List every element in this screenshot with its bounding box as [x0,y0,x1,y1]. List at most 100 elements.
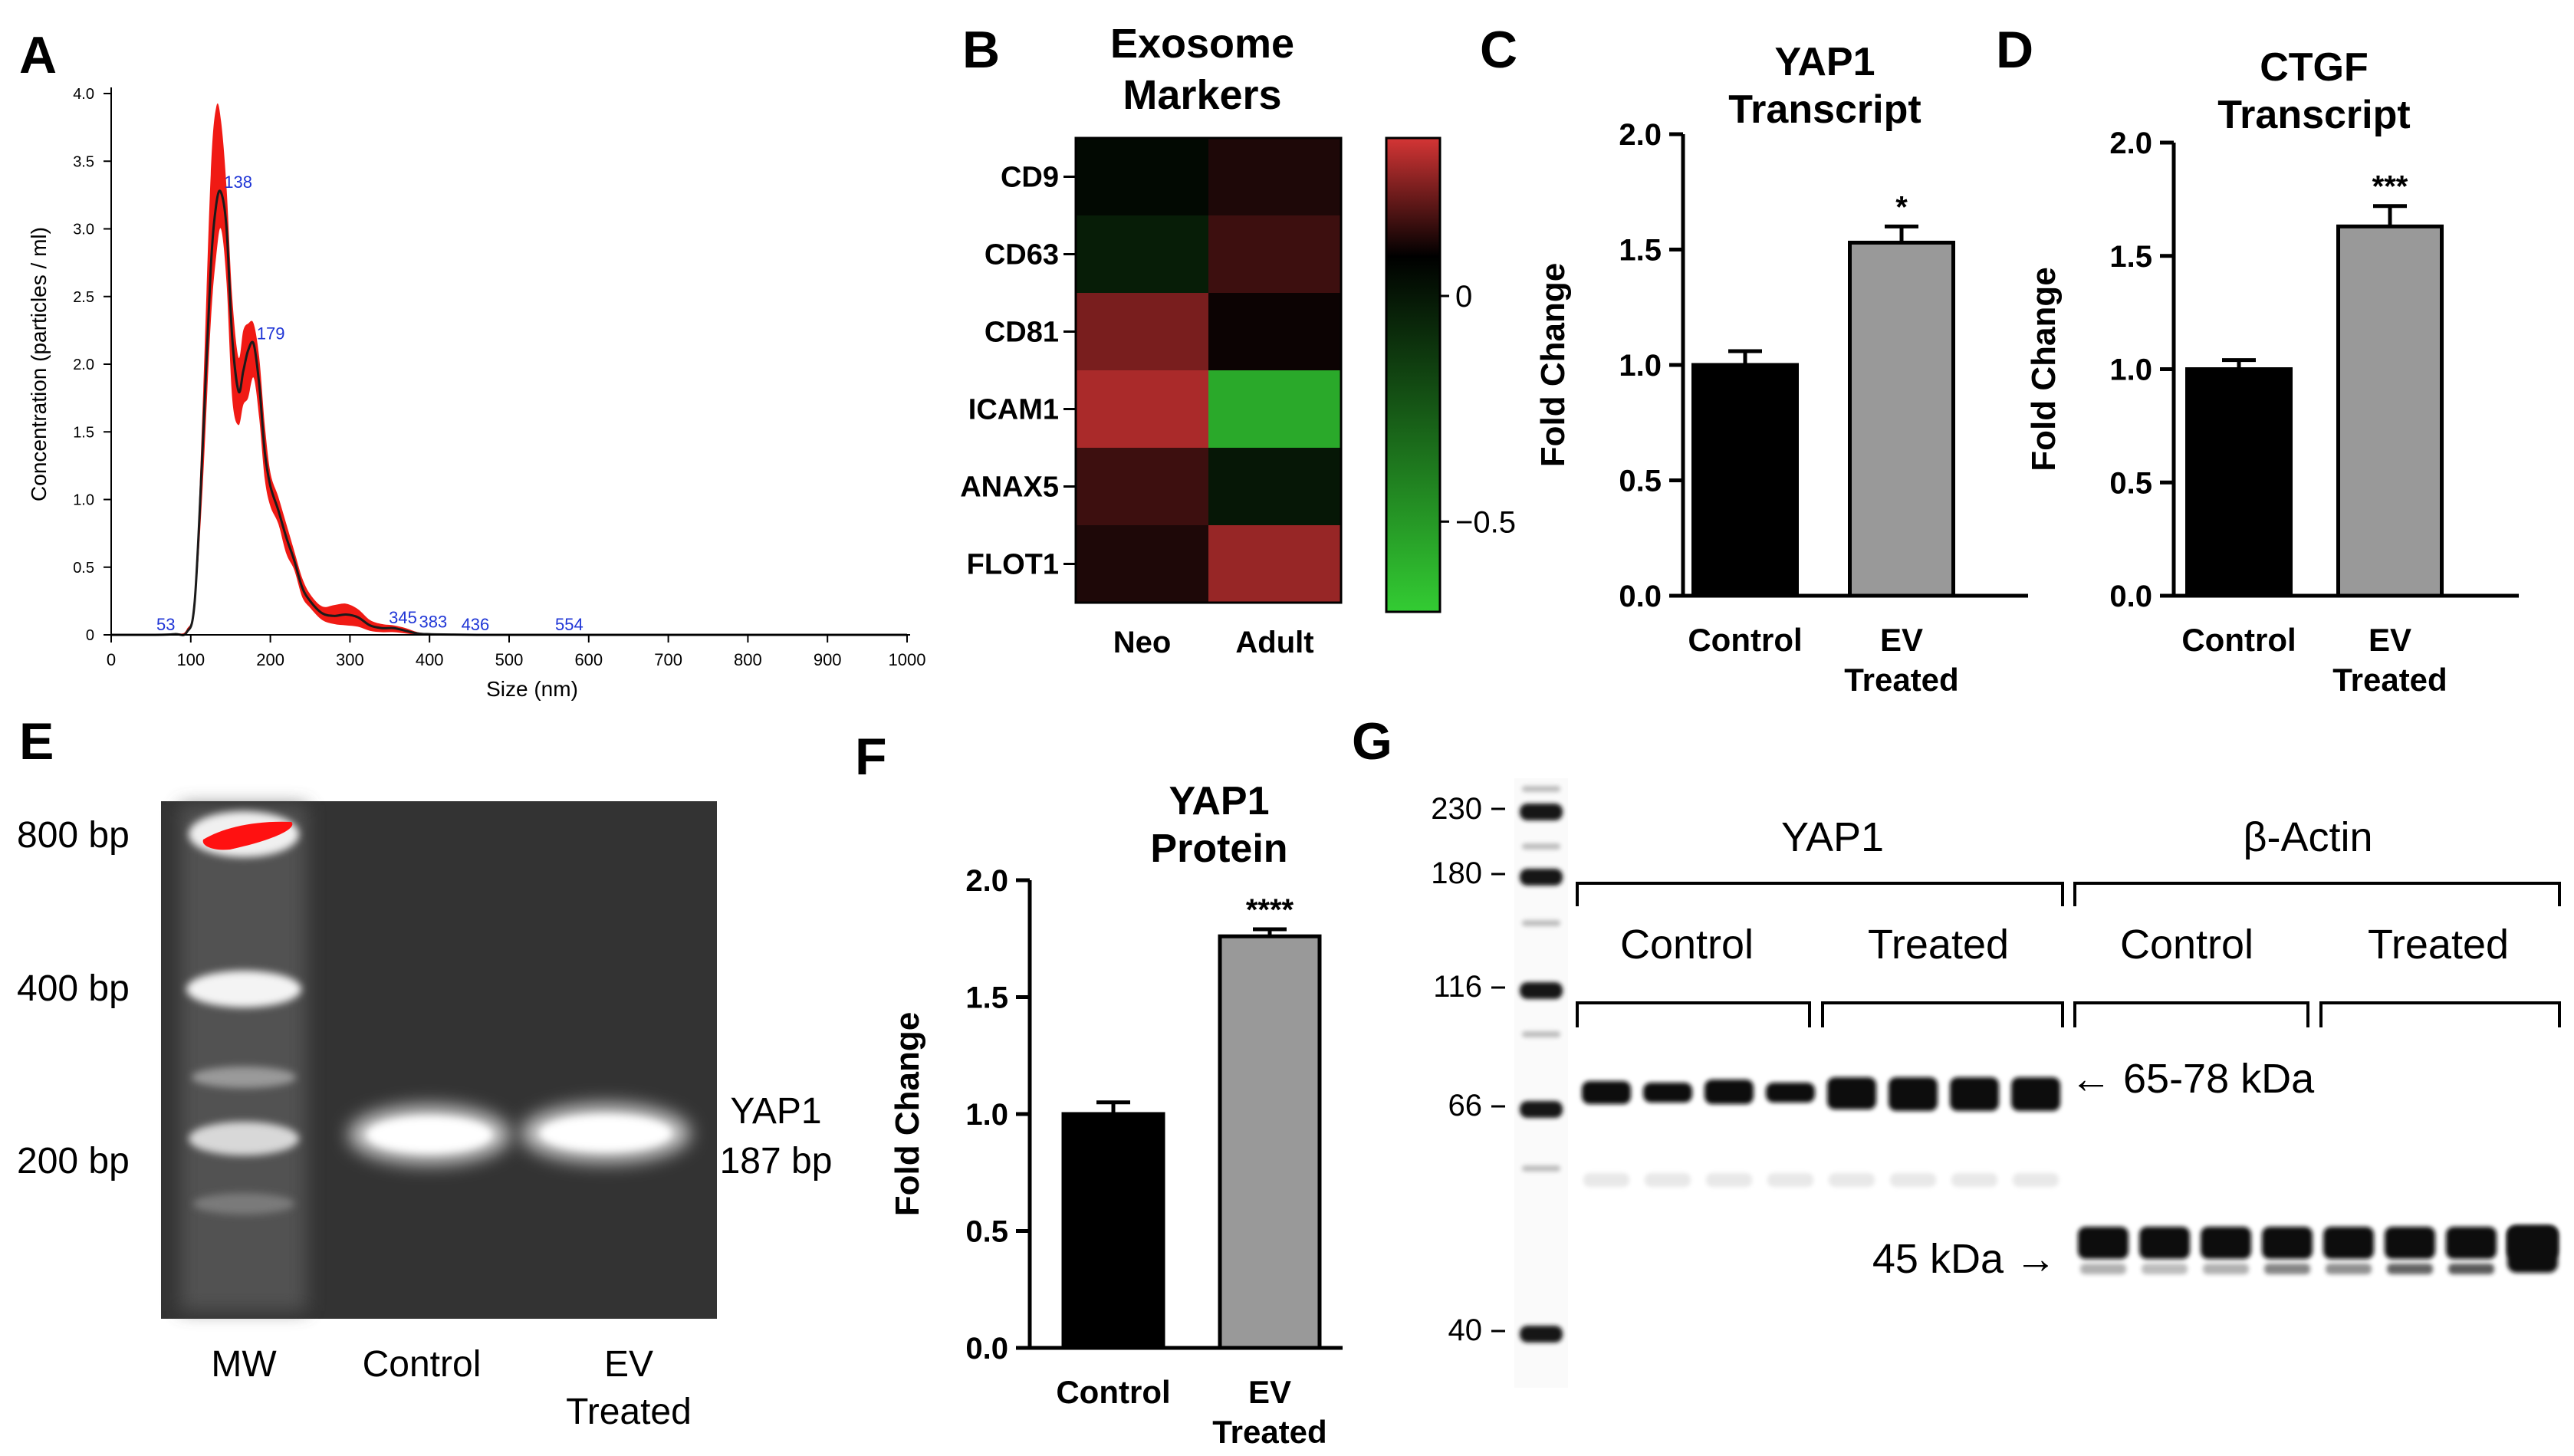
panel-label-g: G [1352,712,1392,771]
ladder-band [1520,804,1563,820]
bar [2336,224,2444,598]
ladder-band [1520,1101,1563,1118]
y-tick-label: 1.0 [1619,349,1662,383]
y-tick-label: 0 [86,627,94,644]
category-label: Control [1056,1374,1170,1410]
chart-title-line1: CTGF [2260,45,2369,90]
band-annotation-actin: 45 kDa → [1872,1236,2056,1282]
lane-label-mw: MW [211,1344,277,1385]
yap1-band [1889,1077,1938,1111]
group-bracket-yap1 [1576,882,2064,906]
category-label: EV [1248,1374,1291,1410]
x-tick-label: 1000 [889,650,926,669]
ladder-label-800: 800 bp [17,815,130,856]
y-tick-label: 2.0 [2109,127,2152,160]
actin-band-wide [2507,1225,2558,1273]
heatmap-cell [1076,525,1208,603]
significance-marker: **** [1246,893,1294,927]
x-tick-label: 700 [654,650,682,669]
panel-a-size-distribution: 0 100 200 300 400 500 600 700 800 900 1000 0 0.5 1.0 1… [27,86,925,701]
bar [1691,363,1799,598]
heatmap-border [1074,136,1343,604]
x-tick-label: 600 [574,650,603,669]
y-tick-label: 2.5 [73,289,94,306]
heatmap-cell [1076,370,1208,448]
yap1-band [1827,1077,1876,1109]
subgroup-label-actin-control: Control [2120,922,2253,968]
significance-marker: * [1895,190,1908,224]
y-axis-title: Fold Change [889,1012,926,1216]
category-label: EV [1880,622,1923,658]
yap1-band [1582,1081,1631,1104]
peak-label: 436 [462,615,490,634]
x-axis-title: Size (nm) [486,677,578,701]
subgroup-label-yap1-control: Control [1620,922,1754,968]
ladder-band-800-saturation [202,821,293,850]
y-tick-label: 0.0 [2109,580,2152,613]
band-annotation-yap1: ← 65-78 kDa [2070,1056,2315,1102]
peak-label: 179 [257,324,285,343]
x-tick-label: 400 [416,650,444,669]
ladder-band-100 [193,1193,294,1214]
y-tick-label: 0.5 [2109,466,2152,500]
yap1-faint-band [1583,1173,1629,1187]
ladder-band [1520,869,1563,886]
yap1-faint-band [1829,1173,1875,1187]
ladder-label-400: 400 bp [17,968,130,1009]
peak-label: 554 [555,615,584,634]
panel-label-c: C [1480,21,1517,79]
category-label: Treated [1212,1414,1326,1450]
mw-marker-180: 180 [1431,856,1482,890]
band-label-187bp: 187 bp [720,1141,833,1182]
peak-label: 53 [156,615,175,634]
heatmap-cell [1076,293,1208,370]
chart-title-line1: YAP1 [1774,40,1875,84]
x-tick-label: 800 [734,650,762,669]
ladder-band-200 [189,1122,299,1155]
category-label: Control [2181,622,2296,658]
colorbar [1385,136,1442,613]
row-label: CD9 [1001,162,1059,194]
group-label-yap1: YAP1 [1781,814,1884,860]
blot-sample-bands [1582,1077,2558,1274]
panel-label-f: F [855,728,887,786]
chart-title-line1: YAP1 [1169,779,1269,823]
chart-title-line2: Transcript [1728,87,1921,132]
actin-band [2139,1227,2190,1259]
x-tick-label: 500 [495,650,524,669]
actin-sub-band [2264,1264,2310,1274]
heatmap-title-line2: Markers [1123,72,1281,118]
y-tick-label: 2.0 [73,357,94,373]
y-tick-label: 0.5 [1619,465,1662,498]
actin-band [2078,1227,2129,1259]
y-axis-title: Fold Change [2025,267,2063,471]
panel-label-a: A [19,26,57,84]
y-tick-label: 1.0 [73,492,94,509]
column-label: Adult [1235,626,1313,659]
heatmap-cell [1208,215,1341,293]
mw-marker-230: 230 [1431,792,1482,826]
bar [1848,240,1955,598]
group-bracket-beta-actin [2073,882,2561,906]
ladder-faint-band [1522,1031,1560,1037]
peak-label: 138 [224,173,252,192]
actin-band [2385,1227,2435,1259]
y-tick-label: 0.0 [965,1332,1008,1366]
y-tick-label: 0.5 [965,1215,1008,1249]
y-tick-label: 4.0 [73,86,94,103]
ladder-label-200: 200 bp [17,1141,130,1182]
y-tick-label: 3.5 [73,153,94,170]
category-label: Control [1688,622,1802,658]
mw-marker-66: 66 [1448,1089,1483,1122]
actin-band [2323,1227,2374,1259]
bar [1218,934,1322,1350]
ladder-band [1520,982,1563,999]
control-band [367,1116,492,1153]
row-label: FLOT1 [967,549,1059,581]
ladder-faint-band [1522,786,1560,792]
heatmap-cell [1208,525,1341,603]
x-tick-label: 100 [176,650,205,669]
yap1-faint-band [2013,1173,2059,1187]
category-label: Treated [1844,662,1958,698]
